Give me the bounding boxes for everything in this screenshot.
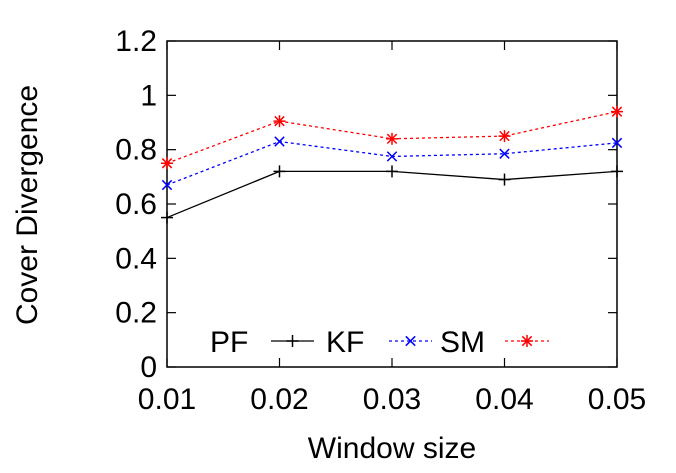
legend: PF KF SM bbox=[210, 326, 549, 359]
data-point-kf bbox=[161, 179, 173, 191]
marker-stroke bbox=[521, 335, 533, 347]
legend-marker-kf bbox=[405, 335, 416, 347]
legend-item-sm: SM bbox=[440, 326, 549, 359]
marker-stroke bbox=[274, 136, 285, 147]
marker-stroke bbox=[499, 148, 510, 159]
marker-stroke bbox=[161, 179, 173, 191]
data-point-kf bbox=[386, 151, 398, 162]
legend-item-kf: KF bbox=[326, 326, 432, 359]
series-line-pf bbox=[166, 170, 618, 219]
y-tick-label: 0 bbox=[140, 351, 157, 384]
series-layer bbox=[161, 105, 623, 224]
data-point-pf bbox=[161, 211, 173, 224]
marker-stroke bbox=[611, 106, 623, 117]
y-axis: 0 0.2 0.4 0.6 0.8 1 1.2 bbox=[115, 25, 617, 384]
series-line-sm bbox=[166, 110, 618, 164]
marker-stroke bbox=[405, 335, 416, 347]
legend-label-sm: SM bbox=[440, 326, 485, 359]
data-point-sm bbox=[161, 157, 173, 170]
plot-frame bbox=[166, 40, 618, 368]
data-point-sm bbox=[273, 115, 286, 128]
x-tick-label: 0.01 bbox=[138, 383, 196, 416]
series-kf bbox=[161, 136, 623, 191]
y-tick-label: 1 bbox=[140, 79, 157, 112]
legend-marker-pf bbox=[286, 335, 299, 347]
data-point-sm bbox=[611, 105, 623, 118]
data-point-pf bbox=[273, 165, 286, 178]
data-point-kf bbox=[499, 148, 510, 159]
data-point-pf bbox=[386, 165, 398, 178]
legend-marker-sm bbox=[521, 335, 533, 347]
series-pf bbox=[161, 165, 623, 224]
legend-label-kf: KF bbox=[326, 326, 364, 359]
series-sm bbox=[161, 105, 623, 170]
x-axis: 0.01 0.02 0.03 0.04 0.05 bbox=[138, 41, 646, 416]
y-tick-label: 1.2 bbox=[115, 25, 157, 58]
plot-border bbox=[166, 40, 618, 368]
y-tick-label: 0.4 bbox=[115, 242, 157, 275]
legend-item-pf: PF bbox=[210, 326, 314, 359]
y-axis-label: Cover Divergence bbox=[11, 85, 44, 325]
data-point-kf bbox=[611, 137, 623, 149]
series-line-kf bbox=[166, 140, 618, 186]
marker-stroke bbox=[274, 115, 285, 127]
y-tick-label: 0.2 bbox=[115, 297, 157, 330]
marker-stroke bbox=[611, 137, 623, 149]
marker-stroke bbox=[499, 130, 510, 142]
x-axis-label: Window size bbox=[308, 432, 476, 465]
data-point-sm bbox=[386, 132, 398, 145]
x-tick-label: 0.02 bbox=[250, 383, 308, 416]
x-tick-label: 0.05 bbox=[588, 383, 646, 416]
legend-label-pf: PF bbox=[210, 326, 248, 359]
marker-stroke bbox=[161, 158, 173, 169]
x-tick-label: 0.04 bbox=[475, 383, 533, 416]
data-point-pf bbox=[611, 165, 623, 178]
y-tick-label: 0.6 bbox=[115, 188, 157, 221]
data-point-pf bbox=[498, 173, 511, 186]
x-tick-label: 0.03 bbox=[363, 383, 421, 416]
data-point-sm bbox=[498, 130, 511, 143]
data-point-kf bbox=[274, 136, 285, 147]
y-tick-label: 0.8 bbox=[115, 134, 157, 167]
marker-stroke bbox=[386, 151, 398, 162]
marker-stroke bbox=[386, 133, 398, 145]
